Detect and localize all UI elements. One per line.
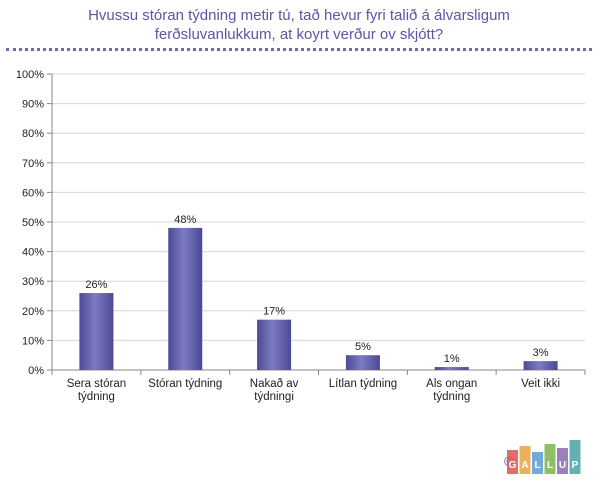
y-tick-label: 30% bbox=[22, 276, 44, 288]
y-tick-label: 20% bbox=[22, 306, 44, 318]
bar-value-label: 17% bbox=[263, 306, 285, 318]
bar-value-label: 3% bbox=[533, 347, 549, 359]
x-category-label: Lítlan týdning bbox=[329, 378, 397, 390]
y-tick-label: 50% bbox=[22, 217, 44, 229]
logo-letter: L bbox=[534, 460, 540, 471]
bar bbox=[257, 319, 292, 370]
labels: 26% Sera stóran týdning 48% Stóran týdning 17… bbox=[67, 214, 560, 403]
x-category-label: Stóran týdning bbox=[148, 378, 222, 390]
y-tick-label: 40% bbox=[22, 247, 44, 259]
y-tick-label: 70% bbox=[22, 158, 44, 170]
axes: 0% 10% 20% 30% 40% 50% 60% 70% 80% 90% 100% bbox=[16, 69, 586, 377]
x-category-label: Sera stóran týdning bbox=[67, 378, 126, 403]
logo-block bbox=[557, 448, 568, 474]
y-tick-label: 100% bbox=[16, 69, 44, 81]
chart-title-line-2: ferðsluvanlukkum, at koyrt verður ov skj… bbox=[154, 26, 444, 43]
logo-block bbox=[532, 452, 543, 474]
logo-block bbox=[544, 444, 556, 474]
logo-letter: G bbox=[509, 460, 517, 471]
y-tick-label: 60% bbox=[22, 187, 44, 199]
logo-letter: U bbox=[559, 460, 566, 471]
bar-value-label: 1% bbox=[444, 353, 460, 365]
y-tick-label: 90% bbox=[22, 99, 44, 111]
x-category-label: Als ongan týdning bbox=[426, 378, 477, 403]
y-tick-label: 80% bbox=[22, 128, 44, 140]
bar bbox=[523, 361, 558, 370]
logo-letter: A bbox=[521, 460, 528, 471]
logo-block bbox=[569, 440, 581, 474]
bars bbox=[79, 227, 558, 370]
logo-block bbox=[507, 450, 518, 474]
chart-title-line-1: Hvussu stóran týdning metir tú, tað hevu… bbox=[88, 7, 510, 24]
gridlines bbox=[52, 73, 585, 341]
bar-value-label: 48% bbox=[174, 214, 196, 226]
y-tick-label: 10% bbox=[22, 335, 44, 347]
bar bbox=[434, 367, 469, 370]
x-category-label: Nakað av týdningi bbox=[250, 378, 299, 403]
bar-value-label: 5% bbox=[355, 341, 371, 353]
bar bbox=[168, 227, 203, 370]
logo-block bbox=[519, 446, 531, 474]
logo-letter: L bbox=[547, 460, 553, 471]
bar-value-label: 26% bbox=[85, 279, 107, 291]
logo-letter: P bbox=[572, 460, 579, 471]
chart-title: Hvussu stóran týdning metir tú, tað hevu… bbox=[0, 6, 598, 44]
bar bbox=[79, 293, 114, 370]
x-category-label: Veit ikki bbox=[521, 378, 560, 390]
bar bbox=[345, 355, 380, 370]
y-tick-label: 0% bbox=[28, 365, 44, 377]
title-divider bbox=[6, 48, 592, 51]
